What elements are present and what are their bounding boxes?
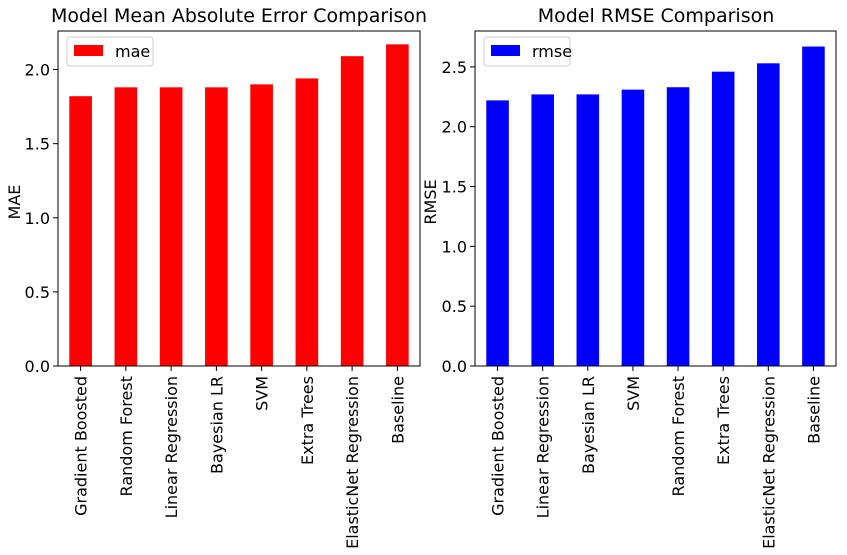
y-tick-label: 1.5: [25, 135, 50, 154]
x-tick-label: Linear Regression: [162, 376, 181, 518]
y-tick-label: 1.5: [442, 178, 467, 197]
y-tick-label: 2.0: [25, 61, 50, 80]
chart-title: Model RMSE Comparison: [538, 5, 775, 27]
bar: [386, 44, 409, 367]
legend-box: [66, 36, 154, 67]
bar: [711, 71, 735, 366]
y-tick-label: 2.0: [442, 118, 467, 137]
y-axis-ticks: 0.0 0.5 1.0 1.5 2.0 2.5: [442, 58, 475, 376]
x-tick-label: Random Forest: [669, 376, 688, 496]
x-axis-ticks: Gradient Boosted Linear Regression Bayesia…: [489, 366, 823, 549]
bar: [114, 87, 138, 367]
bar: [159, 87, 183, 367]
x-tick-label: Extra Trees: [298, 376, 317, 465]
mae-chart: Model Mean Absolute Error Comparison MAE…: [5, 5, 427, 549]
chart-title: Model Mean Absolute Error Comparison: [51, 5, 427, 27]
y-tick-label: 0.5: [25, 283, 50, 302]
x-tick-label: ElasticNet Regression: [759, 376, 778, 549]
bar: [666, 87, 690, 366]
bar: [621, 89, 645, 366]
legend: rmse: [483, 36, 572, 67]
bar: [295, 78, 319, 367]
plot-frame: [474, 30, 837, 367]
y-axis-label: RMSE: [421, 179, 440, 224]
y-tick-label: 2.5: [442, 58, 467, 77]
legend-label: rmse: [532, 42, 572, 61]
bar: [757, 63, 780, 367]
y-axis-ticks: 0.0 0.5 1.0 1.5 2.0: [25, 61, 58, 376]
x-tick-label: Gradient Boosted: [72, 376, 91, 516]
bar-group: [486, 46, 825, 367]
bar: [486, 100, 509, 367]
x-tick-label: Extra Trees: [714, 376, 733, 465]
x-axis-ticks: Gradient Boosted Random Forest Linear Regr…: [72, 366, 407, 549]
x-tick-label: Baseline: [804, 376, 823, 444]
legend-box: [483, 36, 571, 67]
bar: [802, 46, 825, 367]
plot-frame: [57, 30, 421, 367]
rmse-chart: Model RMSE Comparison RMSE 0.0 0.5 1.0 1.5 2…: [421, 5, 837, 549]
y-tick-label: 0.0: [442, 357, 467, 376]
y-axis-label: MAE: [5, 185, 24, 220]
x-tick-label: Random Forest: [117, 376, 136, 496]
y-tick-label: 0.0: [25, 357, 50, 376]
y-tick-label: 0.5: [442, 297, 467, 316]
x-tick-label: SVM: [253, 376, 272, 411]
x-tick-label: Bayesian LR: [207, 376, 226, 474]
x-tick-label: ElasticNet Regression: [343, 376, 362, 549]
x-tick-label: Gradient Boosted: [489, 376, 508, 516]
legend: mae: [66, 36, 154, 67]
legend-swatch: [491, 45, 520, 56]
x-tick-label: Bayesian LR: [579, 376, 598, 474]
bar: [205, 87, 228, 367]
y-tick-label: 1.0: [442, 237, 467, 256]
x-tick-label: Linear Regression: [534, 376, 553, 518]
bar: [576, 94, 600, 367]
legend-swatch: [74, 45, 103, 56]
bar: [340, 56, 364, 366]
x-tick-label: Baseline: [388, 376, 407, 444]
bar: [531, 94, 554, 367]
bar: [69, 96, 92, 366]
legend-label: mae: [115, 42, 150, 61]
y-tick-label: 1.0: [25, 209, 50, 228]
bar: [250, 84, 273, 367]
bar-group: [69, 44, 409, 367]
x-tick-label: SVM: [624, 376, 643, 411]
